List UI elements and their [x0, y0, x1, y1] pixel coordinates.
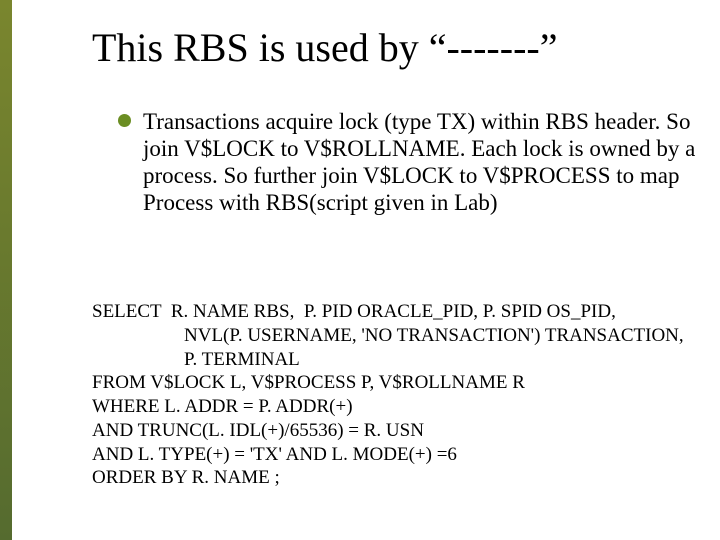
sql-line: FROM V$LOCK L, V$PROCESS P, V$ROLLNAME R [92, 371, 702, 395]
accent-stripe [0, 0, 12, 540]
bullet-item: Transactions acquire lock (type TX) with… [118, 108, 708, 217]
sql-block: SELECT R. NAME RBS, P. PID ORACLE_PID, P… [92, 300, 702, 490]
sql-line: AND TRUNC(L. IDL(+)/65536) = R. USN [92, 419, 702, 443]
sql-line: NVL(P. USERNAME, 'NO TRANSACTION') TRANS… [92, 324, 702, 348]
sql-line: P. TERMINAL [92, 348, 702, 372]
sql-line: ORDER BY R. NAME ; [92, 466, 702, 490]
sql-line: WHERE L. ADDR = P. ADDR(+) [92, 395, 702, 419]
slide: This RBS is used by “-------” Transactio… [0, 0, 720, 540]
bullet-text: Transactions acquire lock (type TX) with… [143, 108, 708, 217]
bullet-dot-icon [118, 114, 131, 127]
sql-line: AND L. TYPE(+) = 'TX' AND L. MODE(+) =6 [92, 443, 702, 467]
slide-title: This RBS is used by “-------” [92, 26, 557, 70]
body-area: Transactions acquire lock (type TX) with… [118, 108, 708, 241]
sql-line: SELECT R. NAME RBS, P. PID ORACLE_PID, P… [92, 300, 702, 324]
